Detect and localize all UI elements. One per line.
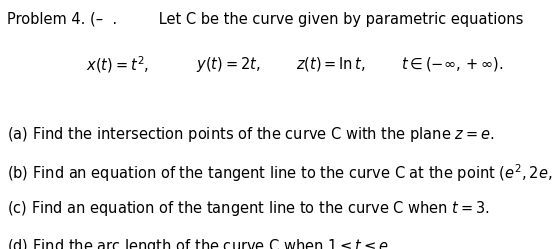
Text: (a) Find the intersection points of the curve C with the plane $z = e$.: (a) Find the intersection points of the … <box>7 124 494 143</box>
Text: $t \in (-\infty, +\infty).$: $t \in (-\infty, +\infty).$ <box>401 55 504 73</box>
Text: (c) Find an equation of the tangent line to the curve C when $t = 3$.: (c) Find an equation of the tangent line… <box>7 199 489 218</box>
Text: $z(t) = \ln t,$: $z(t) = \ln t,$ <box>296 55 366 73</box>
Text: $y(t) = 2t,$: $y(t) = 2t,$ <box>196 55 260 74</box>
Text: Problem 4. (–  .         Let C be the curve given by parametric equations: Problem 4. (– . Let C be the curve given… <box>7 12 523 27</box>
Text: (d) Find the arc length of the curve C when $1 \leq t \leq e$.: (d) Find the arc length of the curve C w… <box>7 237 392 249</box>
Text: $x(t) = t^2,$: $x(t) = t^2,$ <box>86 55 149 75</box>
Text: (b) Find an equation of the tangent line to the curve C at the point $(e^2, 2e, : (b) Find an equation of the tangent line… <box>7 162 553 184</box>
